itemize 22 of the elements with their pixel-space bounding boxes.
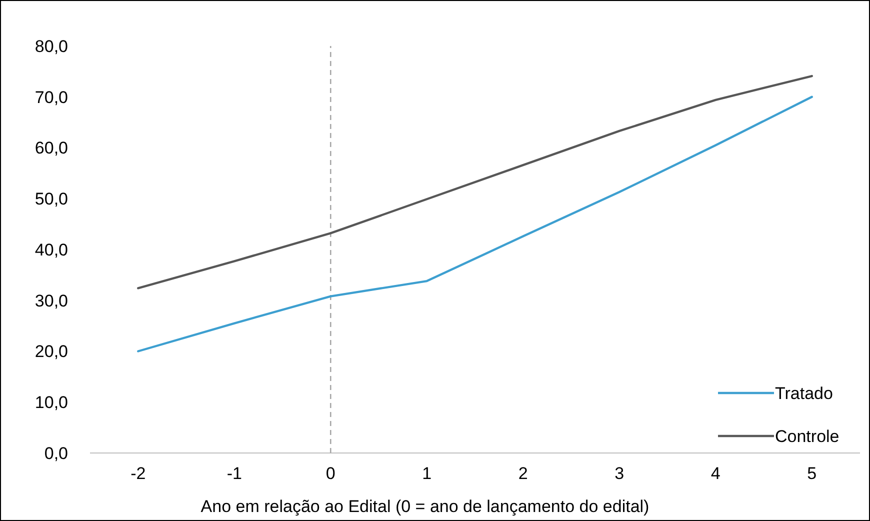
legend-label: Controle xyxy=(775,426,840,446)
x-tick-label: 4 xyxy=(710,464,720,483)
x-tick-label: 2 xyxy=(518,464,528,483)
y-tick-label: 50,0 xyxy=(34,190,68,209)
x-tick-label: 0 xyxy=(326,464,336,483)
x-axis-title: Ano em relação ao Edital (0 = ano de lançamento do edital) xyxy=(200,497,650,516)
y-tick-label: 30,0 xyxy=(34,291,68,310)
y-tick-label: 60,0 xyxy=(34,138,68,158)
x-tick-label: -2 xyxy=(130,464,146,483)
x-tick-label: 3 xyxy=(614,464,624,483)
line-series xyxy=(137,74,813,290)
x-tick-label: 1 xyxy=(422,464,432,483)
x-tick-label: -1 xyxy=(226,464,242,483)
y-tick-label: 20,0 xyxy=(34,342,68,362)
x-tick-label: 5 xyxy=(807,464,817,483)
y-tick-label: 80,0 xyxy=(34,36,68,56)
line-series xyxy=(137,96,813,352)
y-tick-label: 0,0 xyxy=(44,444,68,463)
y-tick-label: 40,0 xyxy=(34,240,68,260)
legend-label: Tratado xyxy=(775,384,833,403)
y-tick-label: 10,0 xyxy=(34,393,68,412)
y-tick-label: 70,0 xyxy=(34,88,68,107)
